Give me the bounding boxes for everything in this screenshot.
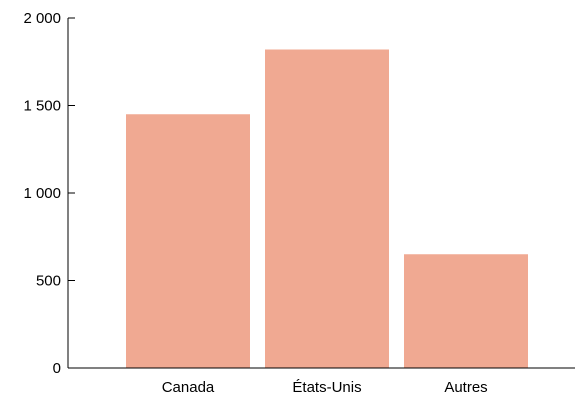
x-tick-label: Autres bbox=[444, 379, 487, 396]
bar-autres bbox=[404, 254, 528, 368]
bar-canada bbox=[126, 114, 250, 368]
bar--tats-unis bbox=[265, 49, 389, 368]
y-tick-label: 0 bbox=[53, 360, 61, 377]
y-tick-label: 500 bbox=[36, 273, 61, 290]
y-tick-label: 1 500 bbox=[23, 98, 61, 115]
bars-group bbox=[126, 49, 528, 368]
x-axis: Canada États-Unis Autres bbox=[68, 367, 575, 396]
x-tick-label: Canada bbox=[162, 379, 215, 396]
y-tick-label: 1 000 bbox=[23, 185, 61, 202]
y-tick-label: 2 000 bbox=[23, 10, 61, 27]
x-tick-label: États-Unis bbox=[292, 379, 361, 396]
y-axis: 0 500 1 000 1 500 2 000 bbox=[23, 10, 75, 377]
